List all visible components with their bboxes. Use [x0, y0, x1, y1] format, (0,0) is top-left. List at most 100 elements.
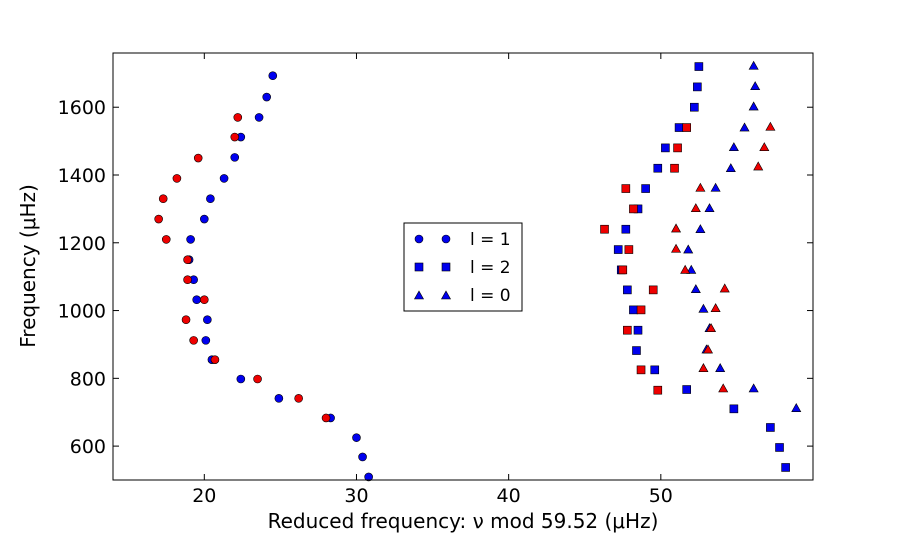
- axis-ticks: 20 30 40 50 600 800 1000 1200 1400 1600: [58, 53, 813, 507]
- data-point-s5-p3: [706, 323, 717, 332]
- data-point-s2-p9: [623, 285, 632, 295]
- data-point-s2-p14: [641, 184, 650, 193]
- data-point-s1-p13: [193, 153, 203, 163]
- y-tick-label-3: 1200: [58, 233, 106, 255]
- data-point-s2-p3: [729, 404, 739, 414]
- data-point-s1-p8: [183, 255, 192, 265]
- data-point-s2-p11: [613, 245, 623, 254]
- legend-marker-circle-2: [441, 234, 451, 244]
- legend-marker-triangle-2: [440, 290, 452, 300]
- data-point-s1-p6: [200, 295, 209, 305]
- data-point-s4-p5: [698, 303, 709, 313]
- legend-marker-square-2: [441, 262, 451, 272]
- data-point-s0-p18: [254, 113, 264, 122]
- data-point-s3-p3: [636, 305, 646, 315]
- data-point-s4-p11: [710, 182, 721, 192]
- y-tick-label-0: 600: [70, 436, 106, 458]
- legend: l = 1 l = 2 l = 0: [403, 222, 523, 312]
- data-point-s3-p9: [621, 184, 631, 193]
- data-point-s2-p8: [629, 305, 638, 315]
- data-point-s3-p6: [624, 245, 634, 254]
- data-point-s2-p7: [633, 325, 643, 335]
- data-point-s5-p12: [759, 142, 770, 152]
- data-point-s3-p8: [629, 204, 638, 214]
- data-point-s4-p10: [704, 203, 715, 213]
- data-point-s4-p1: [748, 383, 759, 393]
- data-point-s5-p1: [698, 363, 709, 372]
- data-point-s4-p7: [686, 264, 697, 274]
- data-point-s0-p12: [186, 235, 195, 244]
- x-tick-label-1: 30: [344, 485, 368, 507]
- data-point-s0-p19: [262, 92, 271, 102]
- plot-area-frame: [112, 52, 814, 481]
- data-point-s3-p12: [682, 123, 691, 132]
- data-point-s2-p4: [682, 385, 691, 394]
- data-point-s1-p2: [253, 374, 262, 384]
- data-point-s5-p5: [719, 283, 730, 293]
- data-point-s0-p16: [230, 153, 240, 162]
- data-point-s1-p1: [294, 394, 303, 403]
- data-point-s3-p4: [648, 285, 658, 295]
- data-point-s2-p19: [693, 82, 702, 92]
- data-point-s2-p6: [632, 346, 641, 355]
- data-point-s3-p0: [653, 385, 663, 395]
- data-point-s2-p5: [650, 365, 660, 375]
- data-point-s5-p2: [702, 344, 714, 354]
- data-point-s5-p0: [718, 383, 729, 393]
- x-tick-label-2: 40: [497, 485, 521, 507]
- legend-label-l1: l = 1: [470, 230, 511, 250]
- data-point-s1-p12: [172, 174, 182, 183]
- data-point-s5-p13: [765, 121, 776, 131]
- data-point-s0-p14: [206, 194, 215, 204]
- y-tick-label-5: 1600: [58, 97, 106, 119]
- data-point-s4-p13: [728, 142, 739, 152]
- data-point-s2-p20: [694, 62, 704, 71]
- legend-box: [403, 222, 523, 312]
- x-axis-label: Reduced frequency: ν mod 59.52 (μHz): [268, 509, 659, 533]
- data-point-s1-p7: [183, 275, 192, 285]
- data-point-s0-p1: [358, 452, 367, 462]
- data-point-s1-p11: [158, 194, 168, 204]
- data-point-s1-p15: [233, 113, 243, 122]
- legend-marker-square-1: [414, 262, 424, 272]
- data-point-s1-p10: [154, 214, 163, 224]
- data-point-s2-p1: [775, 443, 784, 452]
- legend-marker-circle-1: [414, 234, 424, 244]
- data-point-s4-p6: [690, 284, 701, 294]
- data-point-s5-p4: [710, 303, 721, 312]
- data-point-s2-p2: [766, 423, 775, 432]
- data-point-s0-p2: [352, 433, 361, 442]
- data-point-s2-p12: [621, 224, 631, 234]
- data-point-s0-p13: [200, 214, 209, 224]
- data-point-s3-p5: [618, 265, 628, 275]
- data-point-s3-p11: [673, 143, 682, 153]
- data-point-s3-p7: [600, 224, 609, 234]
- data-point-s0-p5: [236, 374, 246, 384]
- data-point-s5-p10: [695, 182, 706, 192]
- data-point-s4-p15: [748, 101, 759, 111]
- data-point-s1-p0: [321, 413, 331, 423]
- data-point-s0-p7: [201, 336, 211, 345]
- data-point-s5-p9: [690, 203, 701, 213]
- data-point-s5-p8: [671, 223, 682, 233]
- data-point-s4-p16: [750, 81, 761, 91]
- data-point-s5-p6: [680, 264, 691, 274]
- data-point-s1-p3: [210, 355, 220, 364]
- data-point-s0-p4: [274, 394, 284, 403]
- data-point-s2-p18: [690, 102, 699, 112]
- data-point-s3-p2: [623, 325, 632, 335]
- data-point-s3-p1: [636, 365, 646, 375]
- data-point-s4-p17: [748, 60, 759, 70]
- y-axis-label: Frequency (μHz): [16, 184, 40, 348]
- data-point-s1-p14: [230, 132, 240, 142]
- data-point-s1-p9: [161, 235, 171, 244]
- data-point-s0-p9: [192, 295, 201, 305]
- data-point-s4-p12: [725, 163, 736, 173]
- y-tick-label-1: 800: [70, 368, 106, 390]
- data-point-s1-p5: [181, 315, 191, 325]
- legend-label-l0: l = 0: [470, 286, 511, 306]
- y-tick-label-2: 1000: [58, 301, 106, 323]
- legend-label-l2: l = 2: [470, 258, 511, 278]
- data-point-s0-p15: [219, 174, 229, 183]
